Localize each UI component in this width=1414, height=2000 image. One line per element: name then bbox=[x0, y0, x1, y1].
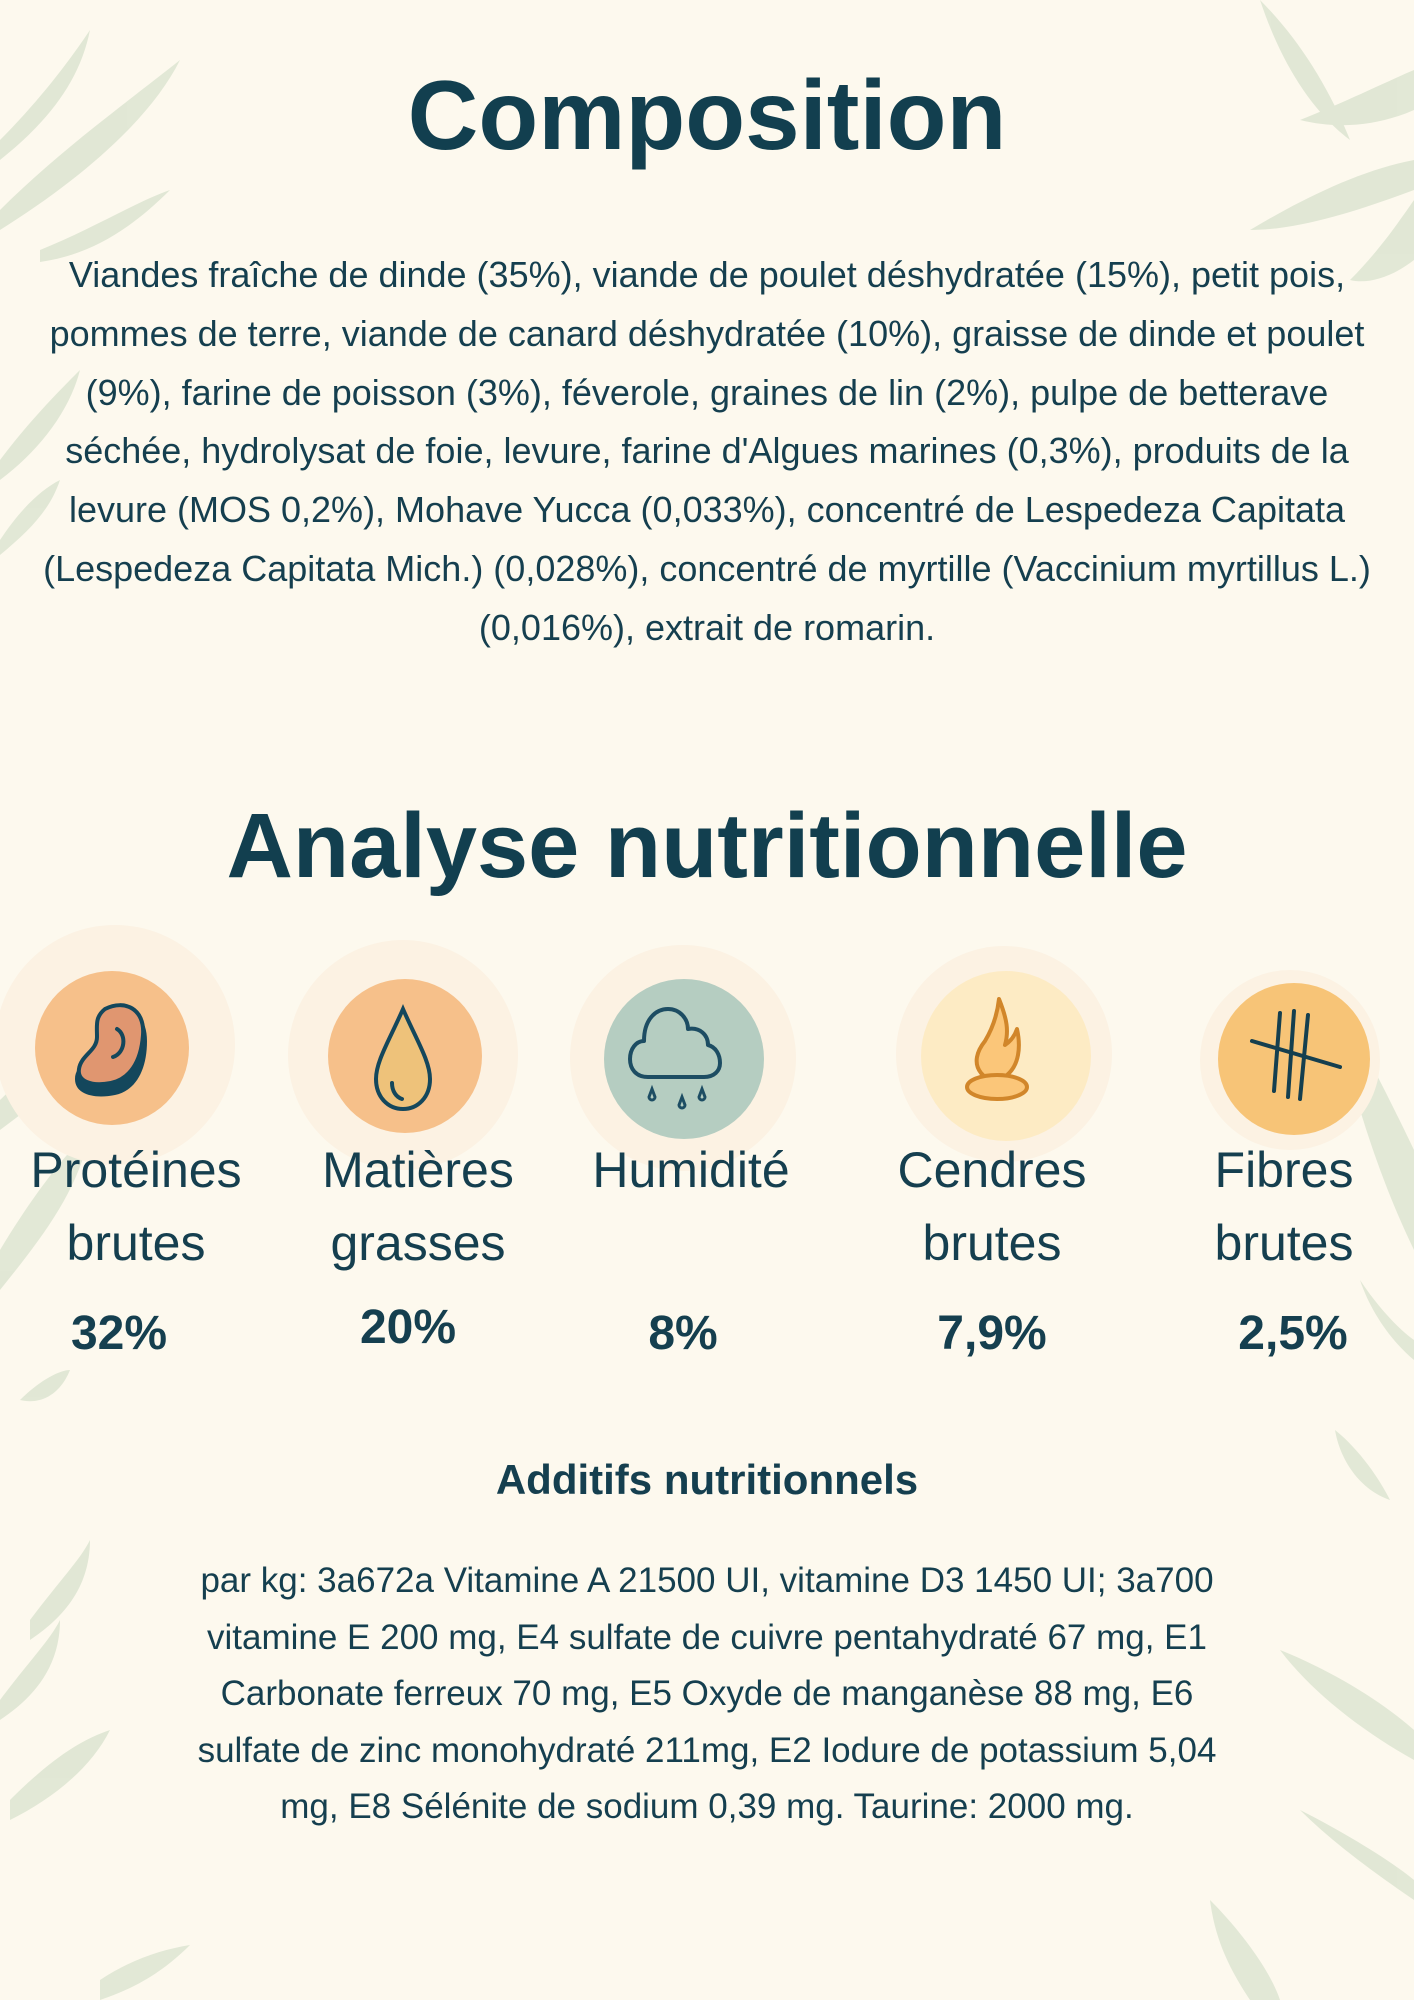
ash-icon-disc bbox=[921, 971, 1091, 1141]
analysis-title: Analyse nutritionnelle bbox=[226, 795, 1188, 897]
nutrient-value-humidity: 8% bbox=[648, 1307, 718, 1360]
tally-marks-icon bbox=[1250, 1009, 1342, 1101]
nutrient-value-protein: 32% bbox=[70, 1307, 168, 1360]
nutrient-value-fiber: 2,5% bbox=[1238, 1307, 1348, 1360]
nutrient-label-fiber: Fibres brutes bbox=[1214, 1142, 1354, 1271]
nutrient-label-ash: Cendres brutes bbox=[897, 1142, 1087, 1271]
protein-icon-disc bbox=[35, 971, 189, 1125]
humidity-icon-disc bbox=[604, 979, 764, 1139]
nutrient-value-ash: 7,9% bbox=[937, 1307, 1047, 1360]
composition-text: Viandes fraîche de dinde (35%), viande d… bbox=[43, 254, 1371, 648]
fat-icon-disc bbox=[328, 979, 482, 1133]
additives-title: Additifs nutritionnels bbox=[495, 1456, 919, 1503]
nutrient-label-protein: Protéines brutes bbox=[30, 1142, 242, 1271]
additives-text: par kg: 3a672a Vitamine A 21500 UI, vita… bbox=[197, 1561, 1217, 1826]
fiber-icon-disc bbox=[1218, 983, 1370, 1135]
nutrient-label-fat: Matières grasses bbox=[322, 1142, 514, 1271]
flame-icon bbox=[965, 997, 1029, 1101]
nutrient-value-fat: 20% bbox=[359, 1301, 457, 1354]
nutrient-label-humidity: Humidité bbox=[592, 1142, 790, 1198]
drop-icon bbox=[373, 1003, 433, 1112]
composition-title: Composition bbox=[407, 60, 1007, 170]
meat-icon bbox=[75, 1003, 147, 1097]
rain-cloud-icon bbox=[628, 1007, 722, 1110]
